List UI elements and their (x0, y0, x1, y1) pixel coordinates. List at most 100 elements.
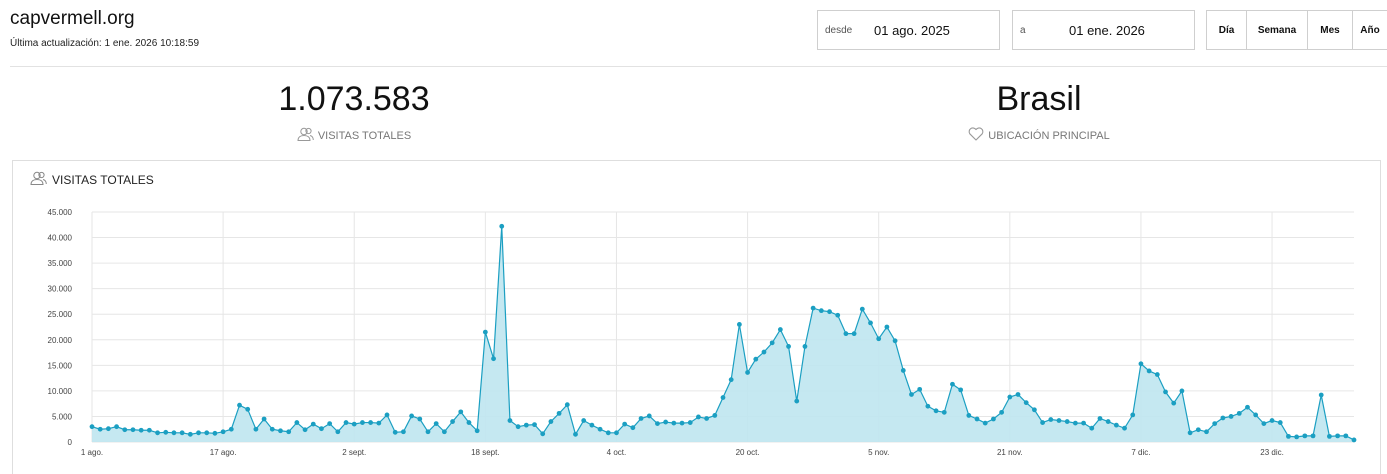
period-year-button[interactable]: Año (1353, 11, 1387, 49)
data-point (204, 430, 210, 436)
data-point (425, 429, 431, 435)
data-point (269, 426, 275, 432)
data-point (319, 426, 324, 432)
data-point (1138, 361, 1144, 367)
y-tick-label: 15.000 (48, 361, 73, 370)
data-point (597, 426, 603, 432)
data-point (843, 331, 849, 337)
data-point (679, 420, 685, 426)
data-point (1236, 410, 1242, 416)
last-update-text: Última actualización: 1 ene. 2026 10:18:… (10, 38, 200, 49)
period-day-button[interactable]: Día (1207, 11, 1247, 49)
data-point (777, 327, 783, 332)
data-point (696, 414, 701, 420)
data-point (507, 418, 513, 423)
data-point (278, 428, 283, 434)
data-point (876, 336, 882, 342)
data-point (999, 409, 1005, 415)
data-point (499, 223, 505, 229)
data-point (114, 424, 119, 430)
data-point (663, 419, 669, 425)
data-point (974, 416, 980, 422)
data-point (179, 430, 185, 436)
data-point (605, 430, 611, 436)
data-point (171, 430, 177, 436)
data-point (360, 420, 365, 425)
period-month-button[interactable]: Mes (1308, 11, 1353, 49)
data-point (1179, 388, 1185, 394)
data-point (622, 421, 628, 427)
data-point (1064, 419, 1070, 424)
data-point (1351, 437, 1357, 443)
data-point (146, 427, 152, 433)
date-to-value[interactable]: 01 ene. 2026 (1069, 23, 1145, 38)
data-point (646, 413, 652, 419)
data-point (933, 408, 939, 414)
data-point (868, 320, 873, 326)
data-point (1286, 433, 1291, 439)
y-tick-label: 40.000 (48, 234, 73, 243)
data-point (589, 422, 595, 428)
data-point (474, 428, 480, 434)
y-tick-label: 5.000 (52, 412, 73, 421)
data-point (671, 420, 677, 426)
data-point (368, 420, 374, 425)
y-tick-label: 10.000 (48, 387, 73, 396)
data-point (712, 413, 718, 418)
data-point (1081, 420, 1086, 426)
data-point (1032, 407, 1037, 413)
data-point (827, 309, 832, 315)
data-point (564, 402, 570, 408)
date-from-field[interactable]: desde 01 ago. 2025 (817, 10, 1000, 50)
data-point (491, 356, 496, 362)
y-tick-label: 20.000 (48, 336, 73, 345)
data-point (655, 421, 660, 426)
data-point (556, 410, 562, 416)
data-point (1310, 433, 1316, 439)
data-point (1253, 412, 1259, 418)
data-point (810, 305, 816, 311)
date-from-label: desde (825, 25, 853, 36)
y-tick-label: 45.000 (48, 208, 73, 217)
period-week-button[interactable]: Semana (1247, 11, 1308, 49)
data-point (458, 409, 464, 415)
data-point (1212, 421, 1218, 426)
date-to-field[interactable]: a 01 ene. 2026 (1012, 10, 1195, 50)
data-point (786, 344, 791, 349)
data-point (900, 368, 906, 373)
data-point (1154, 372, 1160, 377)
data-point (1294, 434, 1300, 440)
data-point (794, 398, 800, 404)
data-point (228, 426, 234, 432)
data-point (1269, 418, 1275, 423)
data-point (482, 329, 488, 335)
site-title: capvermell.org (10, 8, 135, 29)
data-point (704, 416, 710, 421)
data-point (302, 427, 308, 433)
data-point (1228, 414, 1234, 419)
data-point (1171, 400, 1177, 406)
date-from-value[interactable]: 01 ago. 2025 (874, 23, 950, 38)
total-visits-value: 1.073.583 (278, 80, 430, 118)
data-point (950, 381, 955, 387)
data-point (859, 306, 865, 312)
data-point (515, 424, 521, 430)
data-point (384, 412, 390, 418)
data-point (441, 429, 447, 435)
data-point (687, 420, 693, 425)
data-point (122, 427, 128, 433)
x-tick-label: 21 nov. (997, 448, 1023, 457)
data-point (1040, 420, 1045, 425)
x-tick-label: 1 ago. (81, 448, 103, 457)
data-point (286, 429, 292, 435)
data-point (1130, 412, 1136, 418)
x-tick-label: 20 oct. (736, 448, 760, 457)
data-point (1113, 422, 1119, 428)
data-point (97, 426, 103, 432)
period-selector: Día Semana Mes Año (1206, 10, 1387, 50)
data-point (581, 418, 587, 423)
data-point (1277, 420, 1283, 425)
x-tick-label: 18 sept. (471, 448, 499, 457)
users-icon (30, 171, 47, 188)
data-point (1261, 421, 1267, 426)
